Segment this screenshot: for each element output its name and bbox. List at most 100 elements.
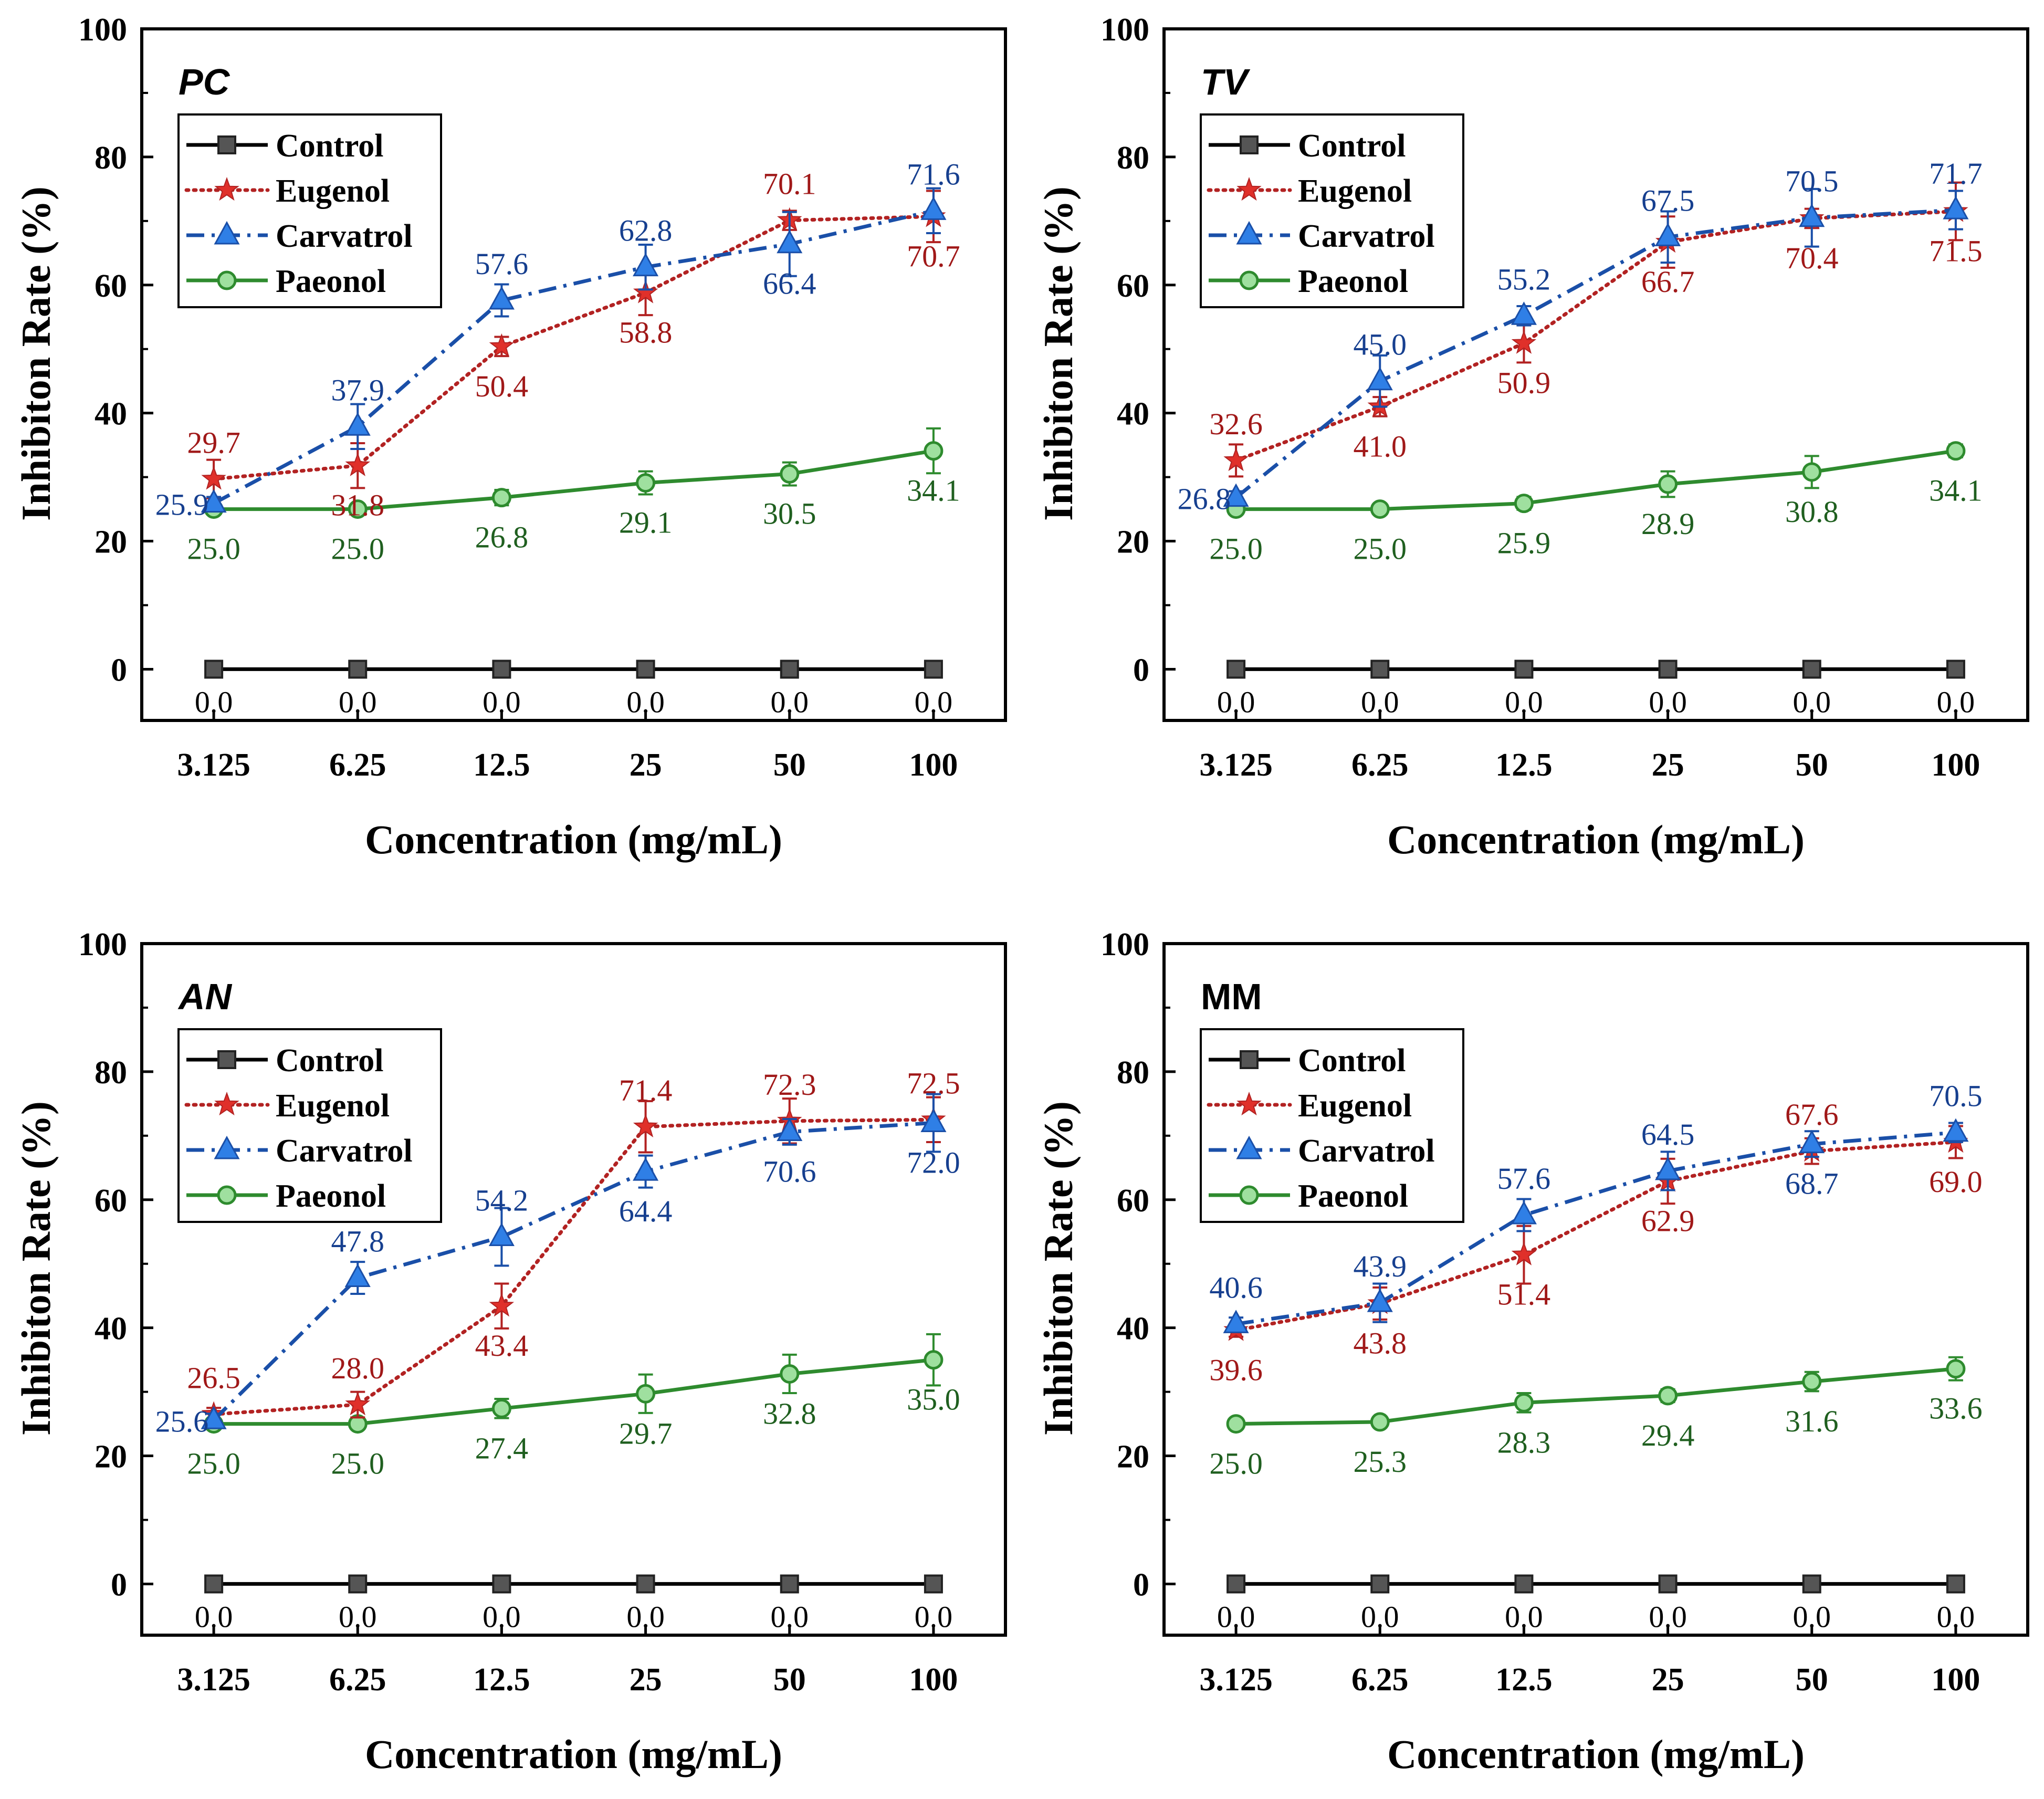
data-label-control: 0.0 — [483, 685, 521, 719]
data-label-carvatrol: 40.6 — [1209, 1270, 1263, 1304]
data-label-control: 0.0 — [1217, 685, 1255, 719]
series-control: 0.0 0.0 0.0 0.0 0.0 0.0 — [195, 1574, 952, 1634]
data-point — [489, 1293, 515, 1317]
plot-frame — [1162, 27, 2029, 722]
data-label-paeonol: 26.8 — [475, 520, 529, 555]
y-tick-label: 20 — [1117, 525, 1149, 560]
data-label-paeonol: 25.3 — [1354, 1445, 1407, 1479]
series-line-eugenol — [1234, 210, 1958, 463]
x-axis-title: Concentration (mg/mL) — [1387, 817, 1805, 862]
data-point — [780, 1364, 800, 1384]
y-tick-label: 20 — [95, 1439, 127, 1475]
x-axis-title: Concentration (mg/mL) — [365, 1731, 782, 1777]
data-label-paeonol: 25.9 — [1497, 526, 1551, 560]
data-label-control: 0.0 — [1649, 1599, 1687, 1634]
data-label-paeonol: 32.8 — [763, 1396, 816, 1430]
data-point — [1511, 330, 1537, 354]
y-tick-label: 0 — [111, 1567, 127, 1603]
x-tick-label: 12.5 — [473, 1662, 530, 1698]
data-point — [780, 660, 799, 679]
data-point — [344, 412, 371, 436]
y-tick-label: 20 — [1117, 1439, 1149, 1475]
data-label-paeonol: 25.0 — [187, 532, 240, 566]
data-label-eugenol: 50.4 — [475, 369, 529, 403]
panel-title: MM — [1201, 976, 1262, 1017]
data-point — [344, 1263, 371, 1288]
y-tick-label: 80 — [1117, 140, 1149, 176]
data-point — [1658, 1386, 1678, 1406]
data-point — [1223, 447, 1249, 472]
legend-marker-control — [1240, 1050, 1259, 1069]
data-label-paeonol: 25.0 — [331, 1447, 385, 1481]
data-point — [636, 1384, 656, 1404]
data-label-control: 0.0 — [1793, 1599, 1831, 1634]
x-axis-title: Concentration (mg/mL) — [365, 817, 782, 862]
chart-panel-tv: 0 20 40 60 80 100 3.125 6.25 12.5 25 50 100 Concentr… — [1022, 0, 2044, 884]
data-label-carvatrol: 72.0 — [907, 1145, 960, 1179]
legend-marker-eugenol — [214, 1092, 239, 1116]
data-point — [1511, 1241, 1537, 1265]
data-label-control: 0.0 — [339, 685, 377, 719]
data-label-paeonol: 29.7 — [619, 1416, 673, 1450]
data-point — [492, 660, 511, 679]
data-point — [1370, 660, 1390, 679]
data-label-eugenol: 32.6 — [1209, 407, 1263, 441]
y-axis-title: Inhibiton Rate (%) — [13, 186, 59, 521]
chart-svg: 0 20 40 60 80 100 3.125 6.25 12.5 25 50 100 Concentr… — [13, 12, 1007, 862]
x-tick-label: 6.25 — [329, 1662, 386, 1698]
legend: Control Eugenol Carvatrol Paeonol — [177, 1028, 442, 1223]
data-label-control: 0.0 — [1217, 1599, 1255, 1634]
data-point — [924, 441, 944, 461]
legend-marker-carvatrol — [214, 221, 240, 245]
chart-panel-an: 0 20 40 60 80 100 3.125 6.25 12.5 25 50 100 Concentr… — [0, 915, 1022, 1799]
series-control: 0.0 0.0 0.0 0.0 0.0 0.0 — [1217, 660, 1975, 719]
x-tick-label: 50 — [1796, 1662, 1828, 1698]
data-label-carvatrol: 54.2 — [475, 1184, 529, 1218]
data-label-control: 0.0 — [771, 685, 809, 719]
data-label-control: 0.0 — [1505, 685, 1543, 719]
x-tick-label: 100 — [909, 747, 958, 783]
x-tick-label: 6.25 — [329, 747, 386, 783]
data-label-carvatrol: 25.6 — [155, 1404, 209, 1438]
data-label-carvatrol: 47.8 — [331, 1225, 385, 1259]
data-label-paeonol: 28.9 — [1641, 507, 1695, 541]
data-point — [1514, 494, 1534, 514]
data-point — [1943, 195, 1969, 219]
data-label-paeonol: 25.0 — [187, 1447, 240, 1481]
data-label-paeonol: 29.4 — [1641, 1418, 1695, 1452]
data-point — [1514, 660, 1534, 679]
legend-label-carvatrol: Carvatrol — [276, 218, 413, 254]
data-label-eugenol: 72.3 — [763, 1068, 816, 1102]
data-label-control: 0.0 — [195, 1599, 233, 1634]
series-line-carvatrol — [1235, 1131, 1956, 1326]
series-carvatrol: 25.9 37.9 57.6 62.8 66.4 71.6 — [155, 157, 960, 521]
y-tick-label: 0 — [1133, 1567, 1149, 1603]
legend: Control Eugenol Carvatrol Paeonol — [177, 113, 442, 308]
x-axis-title: Concentration (mg/mL) — [1387, 1731, 1805, 1777]
data-label-eugenol: 31.8 — [331, 488, 385, 522]
series-line-eugenol — [212, 1117, 936, 1416]
data-label-control: 0.0 — [195, 685, 233, 719]
legend: Control Eugenol Carvatrol Paeonol — [1200, 113, 1464, 308]
data-point — [1802, 1574, 1821, 1594]
y-tick-label: 100 — [1100, 927, 1149, 963]
data-point — [1946, 1574, 1965, 1594]
series-line-carvatrol — [212, 1121, 934, 1421]
data-point — [488, 1222, 515, 1247]
data-label-carvatrol: 64.5 — [1641, 1117, 1695, 1152]
data-point — [1655, 223, 1681, 246]
plot-frame — [1162, 942, 2029, 1637]
data-label-paeonol: 30.8 — [1785, 495, 1839, 529]
series-eugenol: 26.5 28.043.471.4 72.3 72.5 — [187, 1066, 960, 1425]
series-eugenol: 29.7 31.8 50.4 58.8 70.1 70.7 — [187, 167, 960, 522]
data-label-paeonol: 29.1 — [619, 506, 673, 540]
x-tick-label: 25 — [1652, 1662, 1684, 1698]
legend-marker-paeonol — [217, 270, 237, 290]
data-point — [636, 660, 655, 679]
panel-title: PC — [179, 61, 230, 102]
data-point — [780, 464, 800, 484]
y-tick-label: 60 — [95, 268, 127, 304]
x-tick-label: 12.5 — [1495, 1662, 1553, 1698]
data-point — [924, 1350, 944, 1370]
data-label-paeonol: 25.0 — [1209, 532, 1263, 566]
